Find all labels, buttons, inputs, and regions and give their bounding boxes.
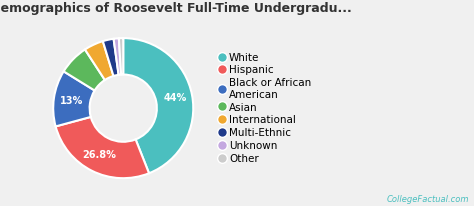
Text: 13%: 13%: [60, 96, 83, 106]
Title: Racial-Ethnic Demographics of Roosevelt Full-Time Undergradu...: Racial-Ethnic Demographics of Roosevelt …: [0, 2, 352, 15]
Wedge shape: [55, 117, 149, 178]
Wedge shape: [103, 39, 118, 76]
Text: 44%: 44%: [163, 93, 186, 103]
Legend: White, Hispanic, Black or African
American, Asian, International, Multi-Ethnic, : White, Hispanic, Black or African Americ…: [219, 53, 311, 164]
Wedge shape: [53, 71, 95, 126]
Wedge shape: [64, 49, 105, 90]
Text: CollegeFactual.com: CollegeFactual.com: [387, 195, 469, 204]
Text: 26.8%: 26.8%: [83, 150, 117, 160]
Wedge shape: [119, 38, 123, 75]
Wedge shape: [114, 38, 121, 75]
Wedge shape: [85, 41, 113, 80]
Wedge shape: [123, 38, 193, 173]
